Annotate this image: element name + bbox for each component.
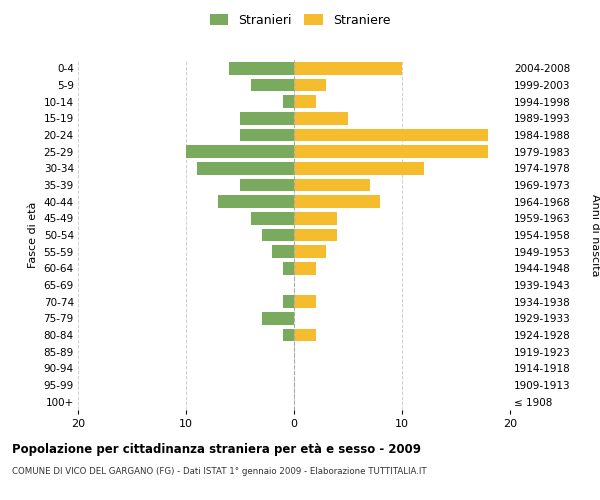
Bar bbox=[283, 296, 294, 308]
Bar bbox=[197, 162, 294, 174]
Bar bbox=[229, 62, 294, 74]
Bar bbox=[294, 229, 337, 241]
Bar bbox=[294, 79, 326, 92]
Bar bbox=[294, 212, 337, 224]
Bar bbox=[294, 262, 316, 274]
Bar bbox=[186, 146, 294, 158]
Bar bbox=[294, 246, 326, 258]
Y-axis label: Anni di nascita: Anni di nascita bbox=[590, 194, 600, 276]
Bar bbox=[251, 79, 294, 92]
Legend: Stranieri, Straniere: Stranieri, Straniere bbox=[205, 8, 395, 32]
Bar bbox=[294, 96, 316, 108]
Bar bbox=[240, 179, 294, 192]
Bar bbox=[218, 196, 294, 208]
Bar bbox=[294, 112, 348, 124]
Bar bbox=[294, 129, 488, 141]
Bar bbox=[272, 246, 294, 258]
Y-axis label: Fasce di età: Fasce di età bbox=[28, 202, 38, 268]
Bar bbox=[294, 296, 316, 308]
Bar bbox=[240, 129, 294, 141]
Bar bbox=[283, 262, 294, 274]
Bar bbox=[262, 312, 294, 324]
Bar bbox=[294, 146, 488, 158]
Bar bbox=[240, 112, 294, 124]
Bar bbox=[251, 212, 294, 224]
Bar bbox=[294, 179, 370, 192]
Bar bbox=[283, 96, 294, 108]
Text: COMUNE DI VICO DEL GARGANO (FG) - Dati ISTAT 1° gennaio 2009 - Elaborazione TUTT: COMUNE DI VICO DEL GARGANO (FG) - Dati I… bbox=[12, 468, 427, 476]
Bar bbox=[294, 62, 402, 74]
Bar bbox=[283, 329, 294, 341]
Bar bbox=[294, 196, 380, 208]
Bar bbox=[294, 329, 316, 341]
Text: Popolazione per cittadinanza straniera per età e sesso - 2009: Popolazione per cittadinanza straniera p… bbox=[12, 442, 421, 456]
Bar bbox=[262, 229, 294, 241]
Bar bbox=[294, 162, 424, 174]
